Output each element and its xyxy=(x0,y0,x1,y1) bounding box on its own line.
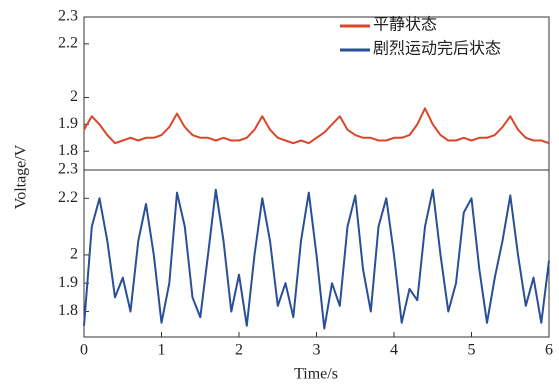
y-tick-label: 2.2 xyxy=(58,189,78,206)
x-tick-label: 0 xyxy=(80,342,88,359)
legend-label: 平静状态 xyxy=(373,16,437,34)
x-tick-label: 5 xyxy=(468,342,476,359)
x-tick-label: 4 xyxy=(390,342,398,359)
x-tick-label: 2 xyxy=(235,342,243,359)
x-tick-label: 3 xyxy=(313,342,321,359)
x-tick-label: 6 xyxy=(545,342,553,359)
x-tick-label: 1 xyxy=(158,342,166,359)
y-tick-label: 1.9 xyxy=(58,115,78,132)
legend-label: 剧烈运动完后状态 xyxy=(373,40,501,58)
data-line xyxy=(83,188,550,330)
y-tick-label: 1.9 xyxy=(58,274,78,291)
data-line xyxy=(83,107,550,145)
y-tick-label: 2.3 xyxy=(58,8,78,25)
y-tick-label: 2.2 xyxy=(58,35,78,52)
y-tick-label: 2 xyxy=(70,88,78,105)
x-axis-label: Time/s xyxy=(294,366,338,383)
y-axis-label: Voltage/V xyxy=(13,144,30,209)
y-tick-label: 1.8 xyxy=(58,302,78,319)
y-tick-label: 2 xyxy=(70,246,78,263)
y-tick-label: 2.3 xyxy=(58,161,78,178)
y-tick-label: 1.8 xyxy=(58,142,78,159)
